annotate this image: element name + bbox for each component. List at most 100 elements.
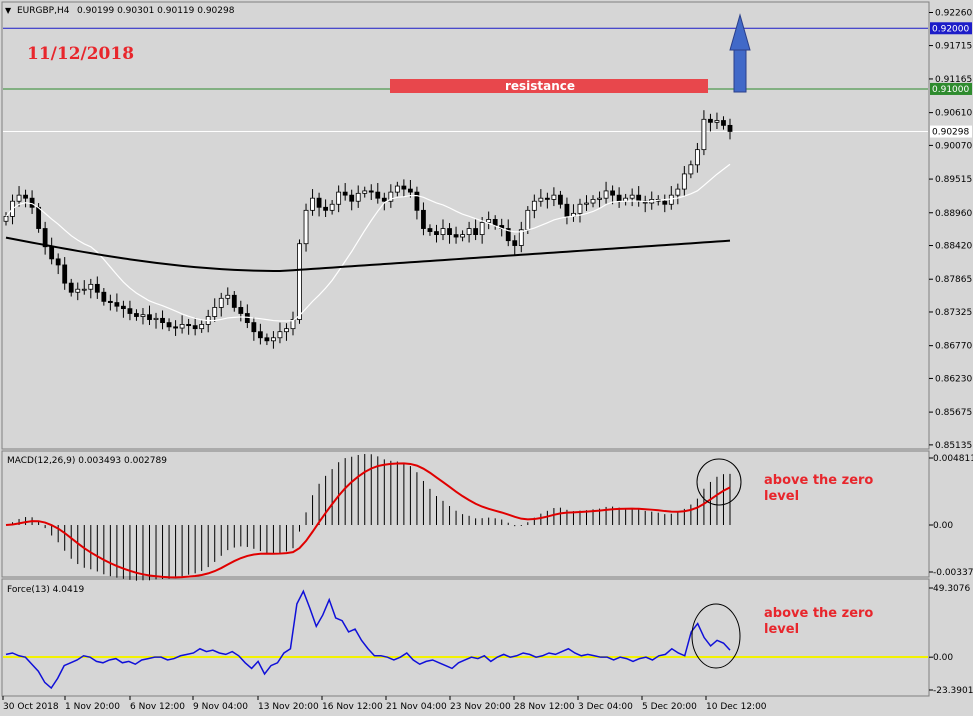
x-tick-label: 16 Nov 12:00 <box>322 702 383 712</box>
candle-body <box>192 325 198 330</box>
candle-body <box>134 313 139 317</box>
candlesticks <box>3 110 733 349</box>
candle-body <box>531 200 537 211</box>
candle-body <box>662 200 668 205</box>
x-axis: 30 Oct 2018 1 Nov 20:00 6 Nov 12:00 9 Nov 0… <box>2 696 767 712</box>
y-tick-label: 0.91165 <box>935 75 972 85</box>
y-tick-label: 0.91715 <box>935 42 972 52</box>
resistance-zone <box>390 79 708 93</box>
candle-body <box>597 197 602 200</box>
candle-body <box>55 258 61 266</box>
candle-body <box>375 191 381 199</box>
candle-body <box>636 194 642 202</box>
candle-body <box>453 234 459 238</box>
candle-body <box>603 190 609 199</box>
y-tick-label: 0.87865 <box>935 275 972 285</box>
candle-body <box>407 188 413 193</box>
candle-body <box>479 222 485 236</box>
candle-body <box>466 228 472 236</box>
candle-body <box>440 228 446 236</box>
candle-body <box>101 291 107 302</box>
candle-body <box>218 297 224 308</box>
candle-body <box>316 197 322 208</box>
y-tick-label: 0.88420 <box>935 242 972 252</box>
level-tag-label: 0.92000 <box>932 24 969 34</box>
y-tick-label: 0.86230 <box>935 374 972 384</box>
candle-body <box>238 307 244 314</box>
ma-fast-line <box>5 163 731 322</box>
candle-body <box>525 209 531 231</box>
force-note-line2: level <box>764 622 799 637</box>
candle-body <box>284 328 289 333</box>
y-tick-label: 0.92260 <box>935 8 972 18</box>
candle-body <box>323 206 329 211</box>
level-tag-label: 0.91000 <box>932 85 969 95</box>
candle-body <box>29 197 35 208</box>
candle-body <box>505 228 511 242</box>
force-title: Force(13) 4.0419 <box>7 585 84 595</box>
level-tag-label: 0.90298 <box>932 128 969 138</box>
candle-body <box>421 209 426 229</box>
candle-body <box>564 203 570 217</box>
x-tick-label: 28 Nov 12:00 <box>514 702 575 712</box>
x-tick-label: 6 Nov 12:00 <box>130 702 185 712</box>
candle-body <box>310 197 315 211</box>
candle-body <box>694 149 700 166</box>
force-note-line1: above the zero <box>764 606 873 621</box>
candle-body <box>173 326 178 329</box>
macd-panel <box>1 450 930 578</box>
candle-body <box>94 283 100 293</box>
candle-body <box>708 118 713 123</box>
y-tick-label: 0.90070 <box>935 141 972 151</box>
candle-body <box>688 164 694 175</box>
candle-body <box>512 240 518 246</box>
level-tag <box>930 125 972 138</box>
candle-body <box>368 190 374 193</box>
x-tick-label: 9 Nov 04:00 <box>193 702 248 712</box>
candle-body <box>329 203 335 211</box>
y-tick-label: 0.89515 <box>935 175 972 185</box>
y-tick-label: 0.85675 <box>935 408 972 418</box>
candle-body <box>225 294 231 299</box>
candle-body <box>81 288 87 291</box>
macd-note-line2: level <box>764 489 799 504</box>
candle-body <box>584 202 589 205</box>
candle-body <box>544 197 550 200</box>
menu-triangle-icon[interactable]: ▼ <box>5 6 12 15</box>
force-highlight-circle <box>691 603 741 669</box>
candle-body <box>362 190 368 194</box>
x-tick-label: 1 Nov 20:00 <box>65 702 120 712</box>
force-y-axis: 49.3076 0.00 -23.3901 <box>929 584 973 696</box>
candle-body <box>121 305 126 310</box>
candle-body <box>629 194 635 199</box>
candle-body <box>434 231 439 236</box>
up-arrow-icon <box>729 13 751 93</box>
y-tick-label: 0.88960 <box>935 209 972 219</box>
chart-ohlc: 0.90199 0.90301 0.90119 0.90298 <box>77 6 235 16</box>
candle-body <box>394 185 400 193</box>
candle-body <box>16 194 22 202</box>
candle-body <box>147 314 152 320</box>
candle-body <box>36 206 42 229</box>
candle-body <box>355 192 361 202</box>
y-tick-label: 0.004811 <box>933 454 973 464</box>
candle-body <box>486 219 492 223</box>
force-line <box>5 589 731 690</box>
candle-body <box>23 194 28 199</box>
candle-body <box>401 185 407 190</box>
x-tick-label: 3 Dec 04:00 <box>578 702 633 712</box>
candle-body <box>714 120 720 123</box>
ma-slow-line <box>5 236 731 273</box>
candle-body <box>721 120 726 126</box>
macd-title: MACD(12,26,9) 0.003493 0.002789 <box>7 456 167 466</box>
macd-histogram <box>12 454 731 581</box>
main-panel <box>1 1 930 450</box>
candle-body <box>88 283 94 290</box>
candle-body <box>473 228 479 236</box>
candle-body <box>257 331 263 339</box>
candle-body <box>231 294 237 308</box>
candle-body <box>271 337 276 342</box>
y-tick-label: 0.00 <box>933 521 953 531</box>
